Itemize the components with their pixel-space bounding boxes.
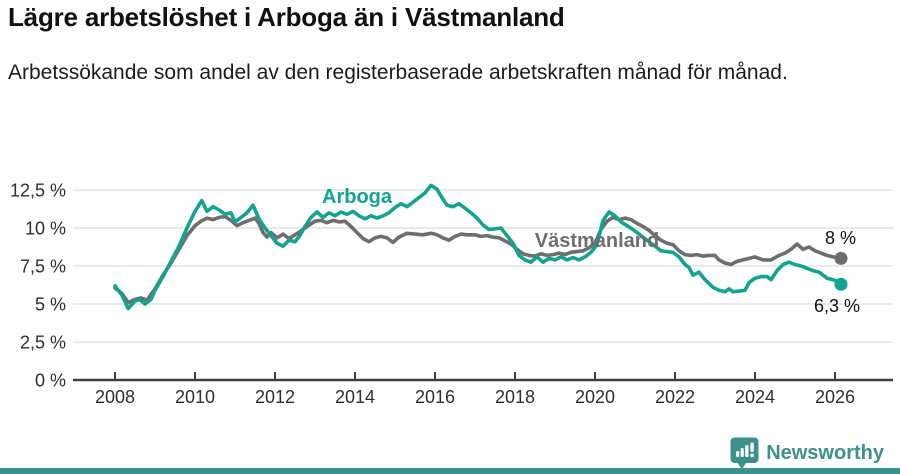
- x-tick-label: 2022: [655, 387, 695, 407]
- x-tick-label: 2016: [415, 387, 455, 407]
- x-tick-label: 2020: [575, 387, 615, 407]
- series-label-arboga: Arboga: [322, 186, 393, 208]
- series-line-arboga: [113, 183, 843, 311]
- x-tick-label: 2018: [495, 387, 535, 407]
- y-tick-label: 5 %: [35, 295, 66, 315]
- end-dot-arboga: [834, 277, 848, 291]
- y-tick-label: 10 %: [25, 219, 66, 239]
- x-tick-label: 2012: [255, 387, 295, 407]
- x-tick-label: 2014: [335, 387, 375, 407]
- x-tick-label: 2024: [735, 387, 775, 407]
- newsworthy-logo-icon: [730, 437, 759, 469]
- line-chart: 0 % 2,5 % 5 % 7,5 % 10 % 12,5 % 2008 2010 2012 20…: [10, 181, 893, 407]
- chart-subtitle: Arbetssökande som andel av den registerb…: [8, 61, 788, 84]
- x-tick-label: 2008: [95, 387, 135, 407]
- x-tick-label: 2026: [815, 387, 855, 407]
- y-tick-label: 7,5 %: [20, 257, 66, 277]
- y-tick-label: 2,5 %: [20, 333, 66, 353]
- series-line-västmanland: [113, 214, 843, 305]
- end-value-label-vastmanland: 8 %: [825, 228, 856, 248]
- chart-plot-area: 0 % 2,5 % 5 % 7,5 % 10 % 12,5 % 2008 2010 2012 20…: [10, 181, 893, 407]
- series-label-vastmanland: Västmanland: [535, 230, 659, 252]
- chart-title: Lägre arbetslöshet i Arboga än i Västman…: [8, 2, 565, 32]
- newsworthy-wordmark: Newsworthy: [766, 441, 884, 464]
- brand-bottom-bar: [0, 468, 900, 474]
- brand-footer: Newsworthy: [730, 437, 884, 469]
- end-dot-västmanland: [834, 251, 848, 265]
- y-tick-label: 12,5 %: [10, 181, 66, 201]
- x-tick-label: 2010: [175, 387, 215, 407]
- y-tick-label: 0 %: [35, 371, 66, 391]
- end-value-label-arboga: 6,3 %: [814, 296, 860, 316]
